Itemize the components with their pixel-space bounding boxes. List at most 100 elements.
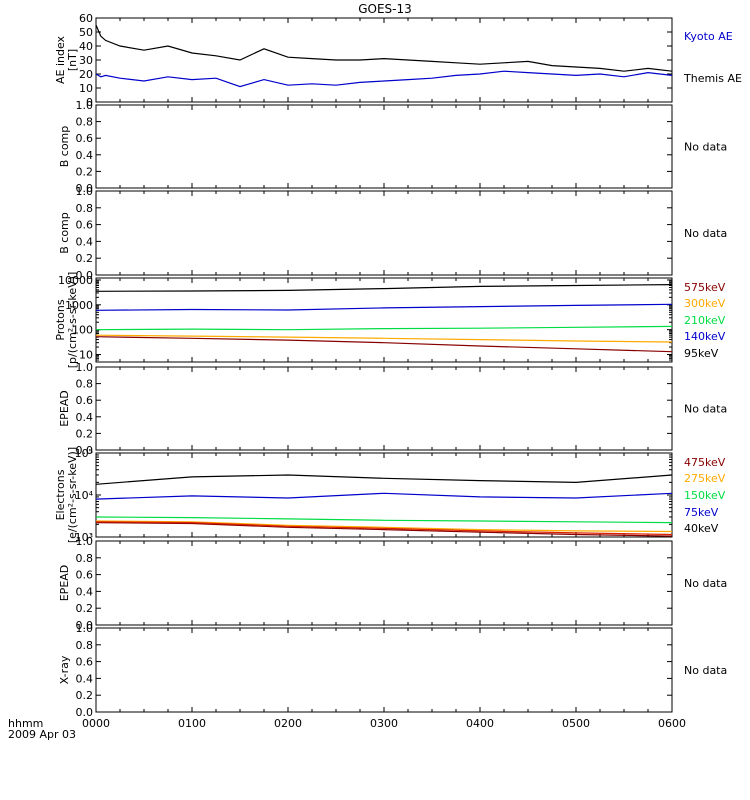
y-tick-label: 0.4: [76, 149, 94, 162]
series-line-475kev: [95, 522, 673, 537]
y-axis-label: B comp: [58, 126, 71, 168]
series-line-575kev: [95, 336, 673, 353]
time-axis-date-label: 2009 Apr 03: [8, 728, 76, 741]
no-data-label: No data: [684, 403, 727, 416]
y-axis-label-line: Electrons: [54, 469, 67, 520]
panel-bcomp2: 0.0 0.2 0.4 0.6 0.8 1.0 B comp No data: [58, 185, 727, 282]
legend-275kev: 275keV: [684, 472, 726, 485]
series-line-40kev: [95, 474, 673, 485]
legend-75kev: 75keV: [684, 506, 719, 519]
y-tick-label: 0.4: [76, 585, 94, 598]
y-tick-label: 1.0: [76, 622, 94, 635]
y-tick-label: 10⁵: [75, 447, 93, 460]
legend-kyoto-ae: Kyoto AE: [684, 30, 733, 43]
y-tick-label: 0.6: [76, 219, 94, 232]
time-tick-label: 0500: [562, 717, 590, 730]
legend-themis-ae: Themis AE: [683, 72, 742, 85]
series-line-150kev: [95, 516, 673, 524]
y-tick-label: 0.6: [76, 656, 94, 669]
panel-epead2: 0.0 0.2 0.4 0.6 0.8 1.0 EPEAD No data: [58, 535, 727, 632]
y-tick-label: 10⁴: [75, 489, 94, 502]
y-tick-label: 1.0: [76, 99, 94, 112]
y-axis-label-line: Protons: [54, 299, 67, 340]
y-tick-label: 0.0: [76, 269, 94, 282]
legend-300kev: 300keV: [684, 297, 726, 310]
y-tick-label: 0.8: [76, 116, 94, 129]
time-tick-label: 0400: [466, 717, 494, 730]
y-tick-label: 10: [79, 349, 93, 362]
time-tick-label: 0300: [370, 717, 398, 730]
y-tick-label: 0.6: [76, 394, 94, 407]
y-tick-label: 40: [79, 40, 93, 53]
y-tick-label: 0.4: [76, 672, 94, 685]
time-tick-label: 0200: [274, 717, 302, 730]
y-tick-label: 0.6: [76, 132, 94, 145]
y-tick-label: 0.8: [76, 552, 94, 565]
legend-475kev: 475keV: [684, 456, 726, 469]
panel-bcomp1: 0.0 0.2 0.4 0.6 0.8 1.0 B comp No data: [58, 99, 727, 195]
y-tick-label: 0: [86, 96, 93, 109]
y-tick-label: 1.0: [76, 361, 94, 374]
y-axis-label: Protons[p/(cm²-s-sr-keV)]: [54, 272, 79, 369]
time-tick-label: 0600: [658, 717, 686, 730]
series-line-themis-ae: [95, 24, 673, 72]
panel-xray: 0.0 0.2 0.4 0.6 0.8 1.0 X-ray No data: [58, 622, 727, 719]
legend-95kev: 95keV: [684, 347, 719, 360]
series-line-275kev: [95, 520, 673, 533]
y-axis-label-line: [nT]: [66, 49, 79, 71]
y-axis-label: EPEAD: [58, 390, 71, 427]
y-tick-label: 0.0: [76, 182, 94, 195]
y-tick-label: 0.0: [76, 706, 94, 719]
plot-title: GOES-13: [358, 2, 412, 16]
panel-frame: [95, 17, 673, 103]
y-tick-label: 0.2: [76, 165, 94, 178]
y-tick-label: 0.4: [76, 411, 94, 424]
legend-40kev: 40keV: [684, 522, 719, 535]
series-line-kyoto-ae: [95, 70, 673, 88]
legend-575kev: 575keV: [684, 281, 726, 294]
no-data-label: No data: [684, 664, 727, 677]
y-tick-label: 0.4: [76, 235, 94, 248]
series-line-75kev: [95, 492, 673, 500]
series-line-140kev: [95, 303, 673, 311]
y-tick-label: 0.2: [76, 427, 94, 440]
y-tick-label: 10000: [58, 274, 93, 287]
y-axis-label-line: X-ray: [58, 655, 71, 684]
y-axis-label: B comp: [58, 212, 71, 254]
y-axis-label-line: EPEAD: [58, 390, 71, 427]
y-axis-label-line: B comp: [58, 212, 71, 254]
y-axis-label: Electrons[e/(cm²-s-sr-keV)]: [54, 447, 79, 543]
panel-epead1: 0.0 0.2 0.4 0.6 0.8 1.0 EPEAD No data: [58, 361, 727, 457]
y-tick-label: 10³: [75, 531, 93, 544]
y-axis-label-line: [e/(cm²-s-sr-keV)]: [66, 447, 79, 543]
y-tick-label: 10: [79, 82, 93, 95]
time-axis-corner-label: hhmm: [8, 717, 43, 730]
time-tick-label: 0100: [178, 717, 206, 730]
y-axis-label-line: EPEAD: [58, 565, 71, 602]
y-axis-label-line: [p/(cm²-s-sr-keV)]: [66, 272, 79, 369]
y-tick-label: 50: [79, 26, 93, 39]
y-tick-label: 0.0: [76, 444, 94, 457]
y-axis-label: EPEAD: [58, 565, 71, 602]
panel-frame: [95, 104, 673, 189]
panel-frame: [95, 190, 673, 276]
y-tick-label: 1.0: [76, 535, 94, 548]
y-tick-label: 0.2: [76, 689, 94, 702]
panel-frame: [95, 452, 673, 538]
y-axis-label-line: AE index: [54, 35, 67, 84]
no-data-label: No data: [684, 227, 727, 240]
legend-150kev: 150keV: [684, 489, 726, 502]
y-tick-label: 0.2: [76, 602, 94, 615]
no-data-label: No data: [684, 577, 727, 590]
y-tick-label: 100: [72, 324, 93, 337]
no-data-label: No data: [684, 141, 727, 154]
y-tick-label: 30: [79, 54, 93, 67]
series-line-unlabeled: [95, 521, 673, 536]
y-tick-label: 0.0: [76, 619, 94, 632]
panel-frame: [95, 540, 673, 626]
series-line-300kev: [95, 334, 673, 343]
y-tick-label: 0.2: [76, 252, 94, 265]
